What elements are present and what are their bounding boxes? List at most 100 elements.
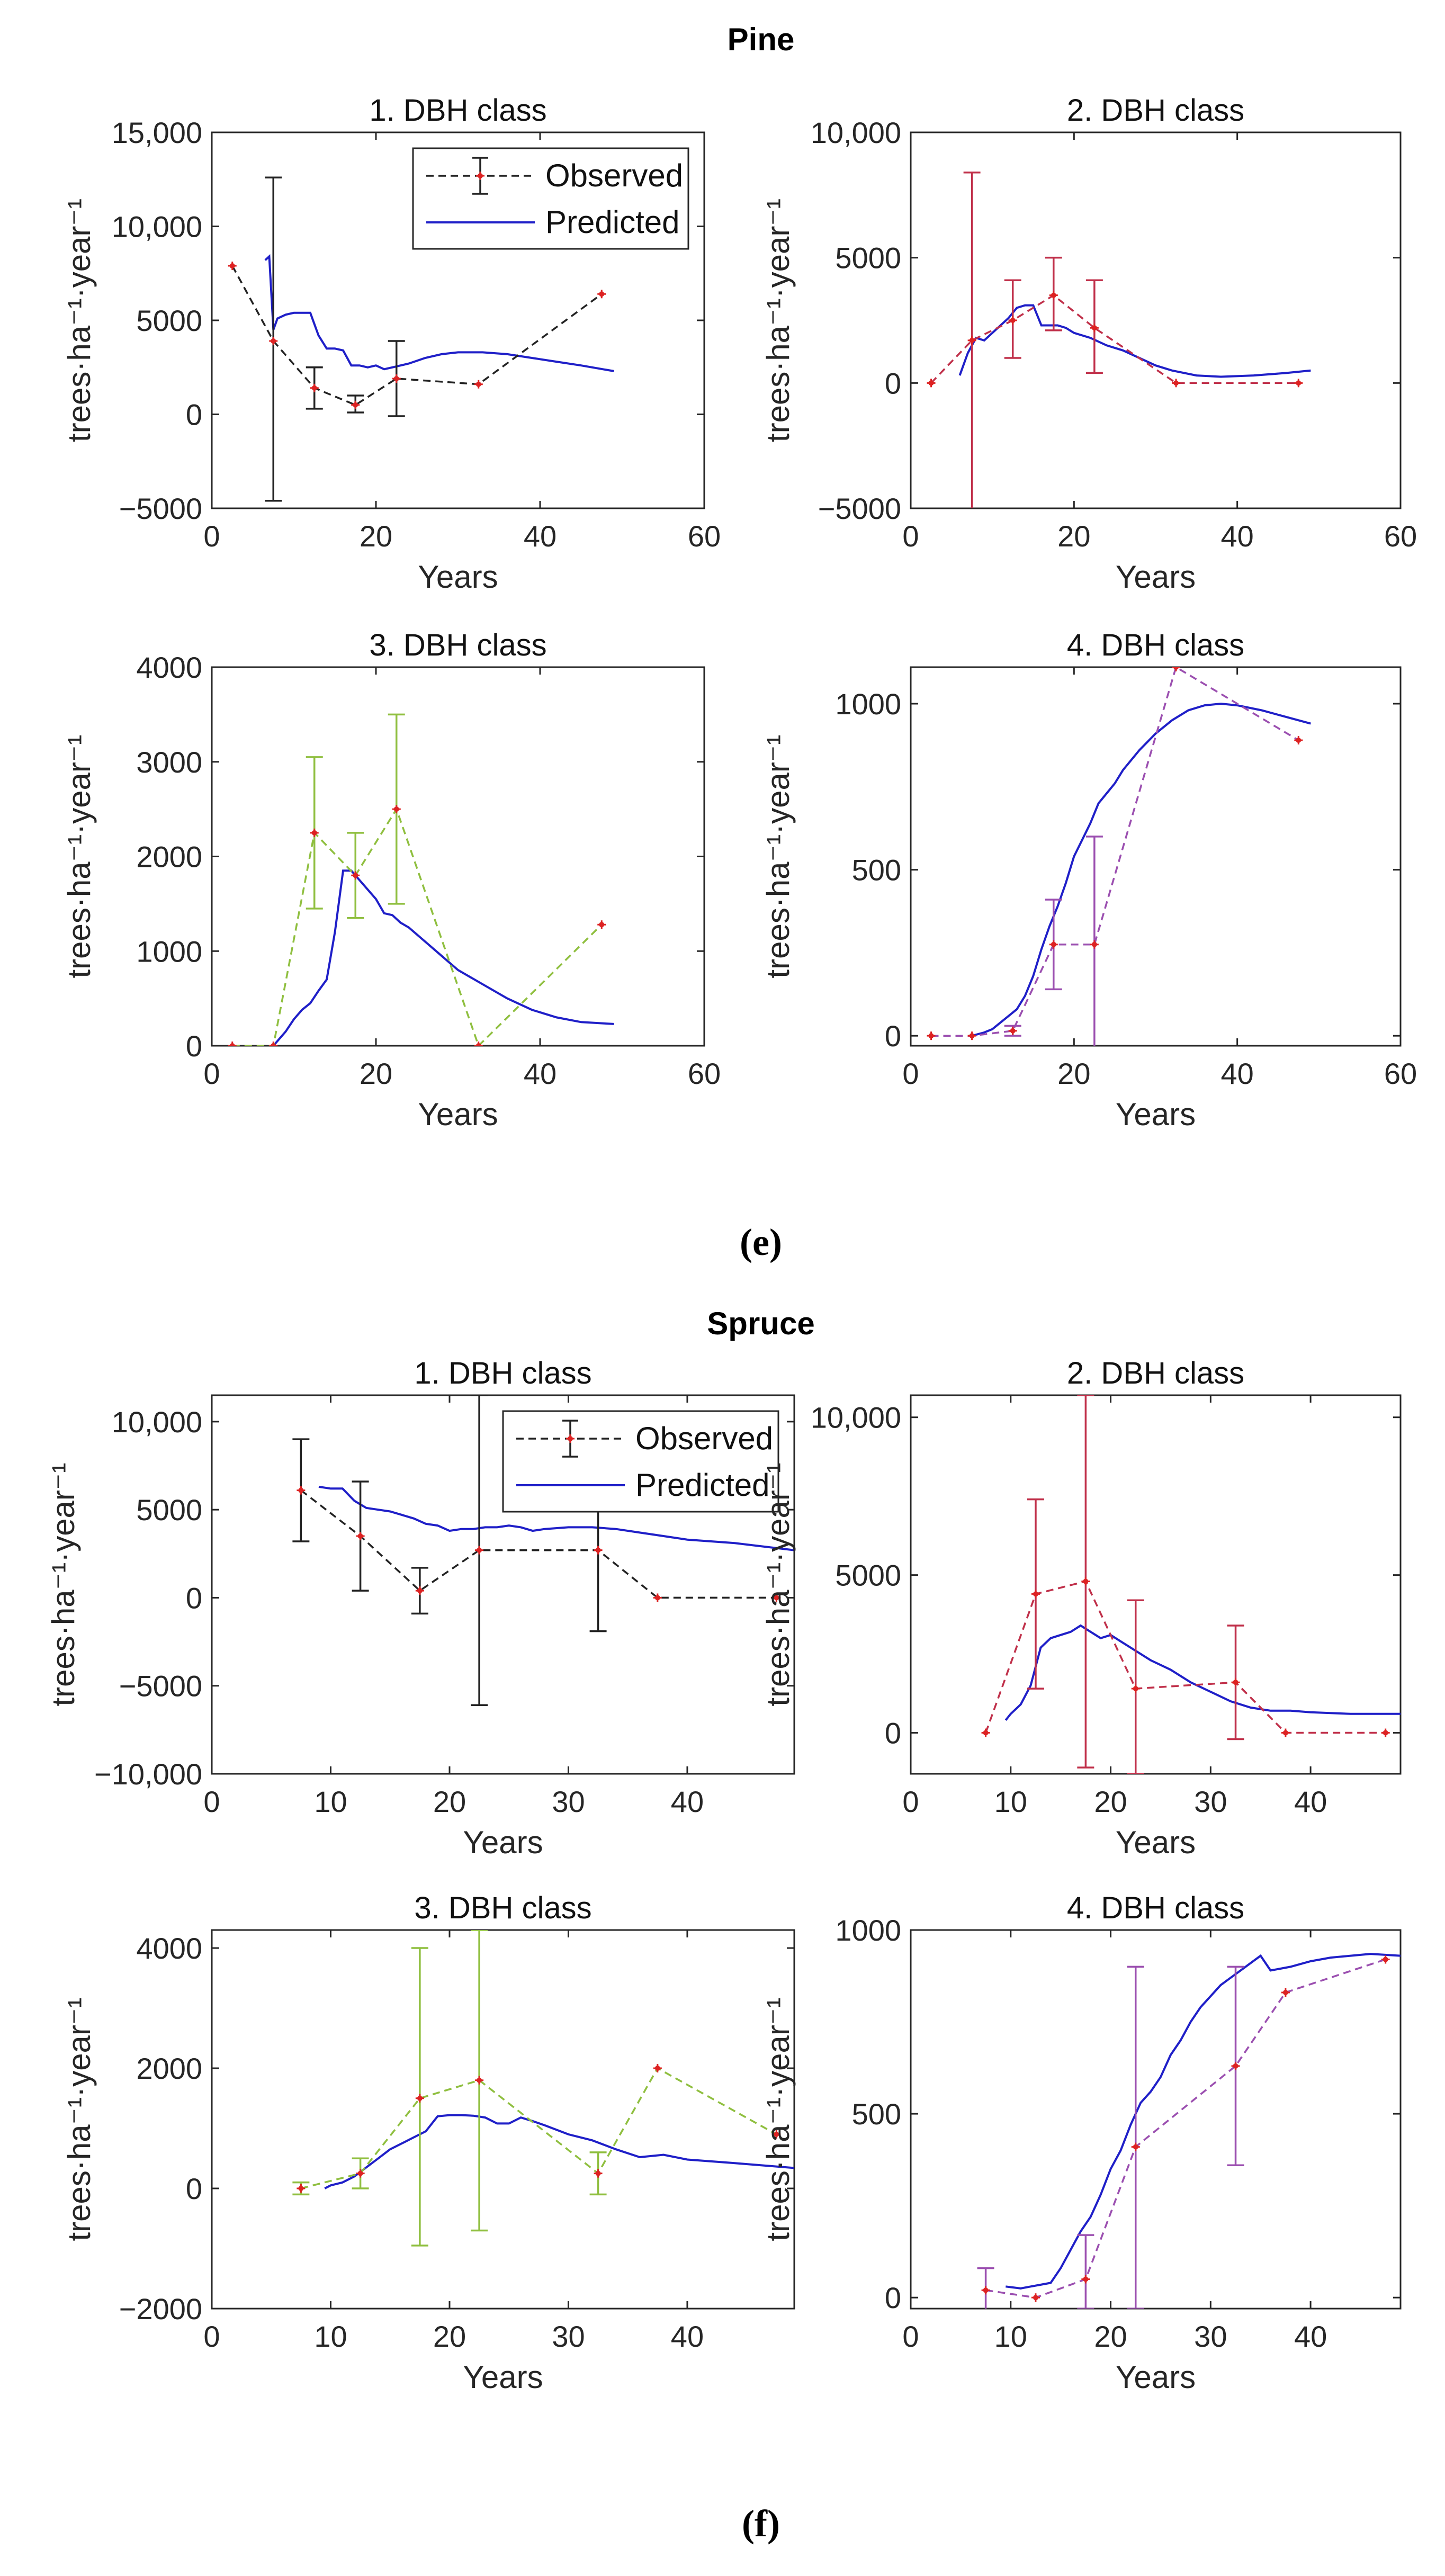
group-title-pine: Pine [728,22,795,57]
observed-point [654,2066,660,2071]
observed-point [928,1033,934,1039]
observed-point [271,338,276,344]
x-tick-label: 10 [314,1785,347,1818]
x-axis-title: Years [418,1097,498,1132]
legend-box [502,1410,779,1513]
y-tick-label: −5000 [818,492,901,525]
observed-point [595,2170,601,2176]
x-axis-title: Years [418,559,498,595]
y-tick-label: 2000 [136,840,202,874]
observed-point [1296,380,1302,386]
x-tick-label: 30 [552,2320,585,2353]
plot-frame [211,1394,795,1775]
sub-label-e: (e) [740,1221,782,1263]
y-tick-label: 1000 [835,1914,901,1947]
chart-title: 3. DBH class [414,1891,591,1925]
predicted-series [324,2114,794,2189]
y-axis-title: trees·ha⁻¹·year⁻¹ [760,1997,796,2241]
observed-point [393,806,399,812]
observed-point [1033,2295,1038,2301]
y-axis-title: trees·ha⁻¹·year⁻¹ [46,1462,81,1706]
observed-point [229,263,235,269]
y-tick-label: 500 [852,854,901,887]
plot-area [927,667,1311,1046]
plot-frame [910,666,1402,1047]
y-axis-title: trees·ha⁻¹·year⁻¹ [61,1997,97,2241]
observed-point [599,922,605,928]
legend-predicted-label: Predicted [635,1467,769,1503]
observed-point [357,1533,363,1539]
x-tick-label: 20 [1057,519,1090,553]
chart-title: 1. DBH class [414,1356,591,1390]
x-axis-title: Years [1116,2359,1196,2395]
observed-point [417,1588,423,1594]
observed-point [353,402,358,408]
observed-point [774,1595,779,1601]
observed-point [969,337,975,343]
x-tick-label: 0 [203,2320,220,2353]
observed-point [1083,1578,1089,1584]
legend: Observed Predicted [412,147,689,250]
x-tick-label: 20 [1057,1057,1090,1090]
observed-point [393,376,399,382]
plot-area [981,1395,1401,1774]
observed-point [1010,318,1016,323]
observed-point [1010,1028,1016,1034]
observed-point [477,1547,482,1553]
x-axis-title: Years [1116,1825,1196,1860]
predicted-series [1004,1624,1401,1721]
x-tick-label: 0 [902,519,919,553]
observed-point [229,1043,235,1046]
y-axis-title: trees·ha⁻¹·year⁻¹ [760,1462,796,1706]
x-tick-label: 40 [1221,1057,1254,1090]
chart-spruce-2: 2. DBH class 0 10 20 30 40 0 5000 10,000 Years tre… [760,1356,1402,1860]
observed-point [654,1595,660,1601]
plot-area [228,176,614,502]
observed-point [1282,1990,1288,1996]
observed-point [1233,1680,1238,1685]
y-tick-label: 0 [186,1581,202,1614]
x-tick-label: 20 [360,519,392,553]
y-tick-label: 500 [852,2097,901,2131]
x-tick-label: 20 [1094,2320,1127,2353]
observed-series [232,807,603,1046]
observed-point [271,1043,276,1046]
y-tick-label: 0 [186,1029,202,1063]
legend-observed-marker [568,1436,573,1441]
x-tick-label: 0 [902,1785,919,1818]
x-axis-title: Years [463,1825,543,1860]
y-tick-label: −10,000 [94,1757,202,1791]
observed-point [417,2095,423,2101]
y-tick-label: 1000 [835,687,901,721]
chart-title: 4. DBH class [1067,1891,1244,1925]
x-tick-label: 40 [1294,1785,1327,1818]
chart-title: 4. DBH class [1067,628,1244,662]
observed-point [357,2170,363,2176]
observed-point [1091,941,1097,947]
x-tick-label: 0 [203,1057,220,1090]
y-tick-label: 1000 [136,935,202,968]
y-tick-label: 0 [885,2281,901,2314]
chart-title: 2. DBH class [1067,93,1244,128]
x-tick-label: 0 [902,1057,919,1090]
y-tick-label: 10,000 [811,1401,901,1434]
y-tick-label: 5000 [835,241,901,275]
observed-point [298,2186,304,2192]
observed-point [1083,2276,1089,2282]
observed-point [311,830,317,836]
y-tick-label: −2000 [119,2292,202,2326]
observed-series [231,265,603,406]
x-tick-label: 0 [203,1785,220,1818]
y-tick-label: 0 [186,398,202,432]
y-axis-title: trees·ha⁻¹·year⁻¹ [760,734,796,978]
observed-point [599,291,605,297]
observed-point [983,2287,989,2293]
y-axis-title: trees·ha⁻¹·year⁻¹ [760,199,796,442]
x-tick-label: 20 [433,2320,466,2353]
chart-spruce-1: 1. DBH class 0 10 20 30 40 −10,000 −5000 0 5000 10… [46,1356,795,1860]
observed-point [1383,1730,1388,1736]
plot-frame [910,131,1402,509]
x-tick-label: 60 [688,519,721,553]
